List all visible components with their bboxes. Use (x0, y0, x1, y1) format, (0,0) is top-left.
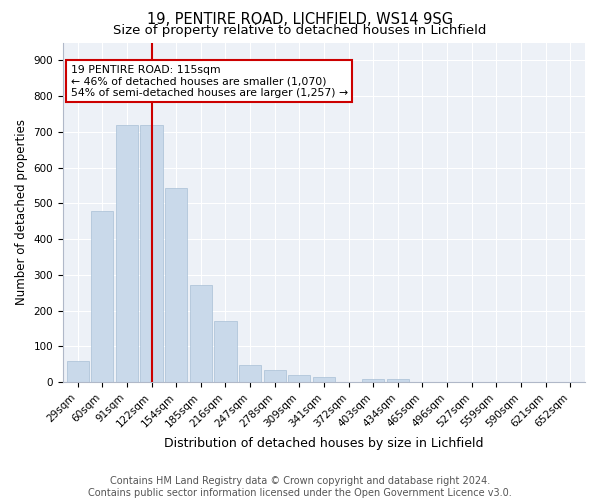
Bar (362, 378, 384, 382)
Text: Size of property relative to detached houses in Lichfield: Size of property relative to detached ho… (113, 24, 487, 37)
X-axis label: Distribution of detached houses by size in Lichfield: Distribution of detached houses by size … (164, 437, 484, 450)
Bar (91, 210, 113, 382)
Text: 19 PENTIRE ROAD: 115sqm
← 46% of detached houses are smaller (1,070)
54% of semi: 19 PENTIRE ROAD: 115sqm ← 46% of detache… (71, 64, 348, 98)
Y-axis label: Number of detached properties: Number of detached properties (15, 120, 28, 306)
Bar (190, 285, 212, 382)
Bar (214, 320, 236, 382)
Bar (288, 375, 310, 382)
Bar (263, 370, 286, 382)
Bar (387, 378, 409, 382)
Text: Contains HM Land Registry data © Crown copyright and database right 2024.
Contai: Contains HM Land Registry data © Crown c… (88, 476, 512, 498)
Bar (116, 124, 138, 382)
Bar (140, 124, 163, 382)
Bar (67, 360, 89, 382)
Bar (239, 366, 261, 382)
Bar (313, 376, 335, 382)
Text: 19, PENTIRE ROAD, LICHFIELD, WS14 9SG: 19, PENTIRE ROAD, LICHFIELD, WS14 9SG (147, 12, 453, 28)
Bar (165, 188, 187, 382)
